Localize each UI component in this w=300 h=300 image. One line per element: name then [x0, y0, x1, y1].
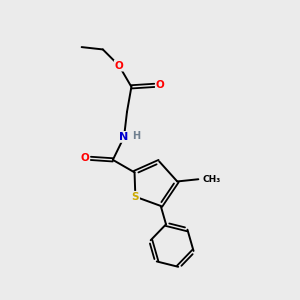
Text: H: H: [132, 131, 140, 141]
Text: N: N: [119, 132, 129, 142]
Text: O: O: [80, 153, 89, 164]
Text: O: O: [156, 80, 165, 90]
Text: O: O: [115, 61, 123, 70]
Text: CH₃: CH₃: [203, 175, 221, 184]
Text: S: S: [132, 192, 139, 202]
